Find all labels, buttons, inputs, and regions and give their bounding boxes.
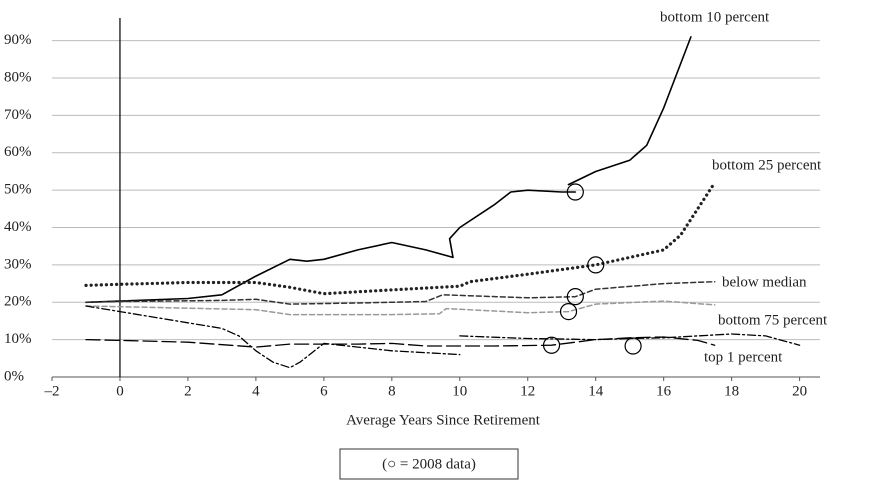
y-tick-label: 70% [4, 107, 32, 123]
x-tick-label: 14 [588, 383, 604, 399]
x-tick-label: 20 [792, 383, 807, 399]
x-tick-label: 16 [656, 383, 672, 399]
x-tick-label: 12 [520, 383, 535, 399]
y-tick-label: 0% [4, 368, 24, 384]
series-label: bottom 75 percent [718, 312, 828, 328]
y-tick-label: 50% [4, 182, 32, 198]
series-label: bottom 10 percent [660, 9, 770, 25]
data-2008-circle [587, 256, 605, 274]
note: (○ = 2008 data) [382, 456, 476, 472]
x-tick-label: 4 [252, 383, 260, 399]
series-label: below median [722, 274, 807, 290]
x-axis-label: Average Years Since Retirement [346, 412, 541, 428]
x-tick-label: 10 [452, 383, 467, 399]
y-tick-label: 90% [4, 32, 32, 48]
series-line [85, 305, 801, 369]
y-tick-label: 20% [4, 294, 32, 310]
data-2008-circle [559, 303, 578, 321]
y-tick-label: 60% [4, 144, 32, 160]
series-line [85, 300, 716, 316]
y-tick-label: 80% [4, 69, 32, 85]
y-tick-label: 10% [4, 331, 32, 347]
series-line [85, 36, 692, 304]
x-tick-label: 6 [320, 383, 328, 399]
y-tick-label: 40% [4, 219, 32, 235]
x-tick-label: 18 [724, 383, 739, 399]
x-tick-label: 8 [388, 383, 396, 399]
series-line [85, 280, 716, 305]
x-tick-label: 0 [116, 383, 124, 399]
x-tick-label: 2 [184, 383, 192, 399]
data-2008-circle [624, 337, 642, 355]
series-label: top 1 percent [704, 349, 783, 365]
data-2008-circle [566, 288, 584, 306]
series-label: bottom 25 percent [712, 157, 822, 173]
data-2008-circle [566, 183, 584, 201]
data-2008-circle [542, 336, 561, 354]
series-line [84, 181, 717, 296]
series-line [85, 336, 716, 348]
y-tick-label: 30% [4, 256, 32, 272]
note-box [339, 448, 519, 480]
x-tick-label: –2 [44, 383, 60, 399]
